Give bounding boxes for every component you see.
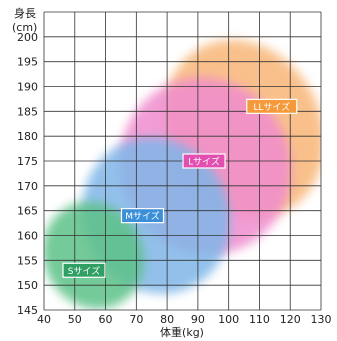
x-tick-label: 50: [68, 313, 82, 326]
y-tick-label: 150: [17, 279, 38, 292]
y-tick-label: 190: [17, 81, 38, 94]
y-tick-labels: 150 155 160 165 170 175 180 185 190 195 200 145: [17, 31, 38, 317]
y-axis-unit: (cm): [12, 21, 37, 34]
x-tick-label: 60: [99, 313, 113, 326]
size-badge-label: LLサイズ: [253, 101, 290, 113]
size-badge-label: Mサイズ: [125, 210, 160, 222]
size-badge-label: Sサイズ: [68, 265, 100, 277]
x-tick-labels: 40 50 60 70 80 90 100 110 120 130: [37, 313, 332, 326]
x-tick-label: 70: [129, 313, 143, 326]
x-tick-label: 120: [280, 313, 301, 326]
y-tick-label: 195: [17, 56, 38, 69]
y-tick-label: 175: [17, 155, 38, 168]
y-tick-label: 170: [17, 180, 38, 193]
y-tick-label: 200: [17, 31, 38, 44]
x-axis-label: 体重(kg): [160, 325, 204, 339]
size-badge: Sサイズ: [62, 262, 106, 278]
y-axis-title: 身長: [14, 6, 36, 20]
y-tick-label: 180: [17, 130, 38, 143]
y-tick-label: 160: [17, 230, 38, 243]
size-badge-label: Lサイズ: [188, 156, 220, 168]
x-tick-label: 40: [37, 313, 51, 326]
size-regions: [44, 39, 321, 309]
size-badges: Sサイズ Mサイズ Lサイズ LLサイズ: [62, 98, 298, 278]
y-tick-label: 155: [17, 254, 38, 267]
y-tick-label: 165: [17, 205, 38, 218]
y-tick-label: 185: [17, 105, 38, 118]
region-s: [44, 201, 144, 309]
y-tick-label: 145: [17, 304, 38, 317]
x-tick-label: 130: [311, 313, 332, 326]
size-badge: Lサイズ: [182, 153, 226, 169]
size-badge: Mサイズ: [120, 208, 165, 224]
x-tick-label: 100: [218, 313, 239, 326]
x-tick-label: 110: [249, 313, 270, 326]
x-tick-label: 90: [191, 313, 205, 326]
size-badge: LLサイズ: [246, 98, 298, 114]
x-tick-label: 80: [160, 313, 174, 326]
